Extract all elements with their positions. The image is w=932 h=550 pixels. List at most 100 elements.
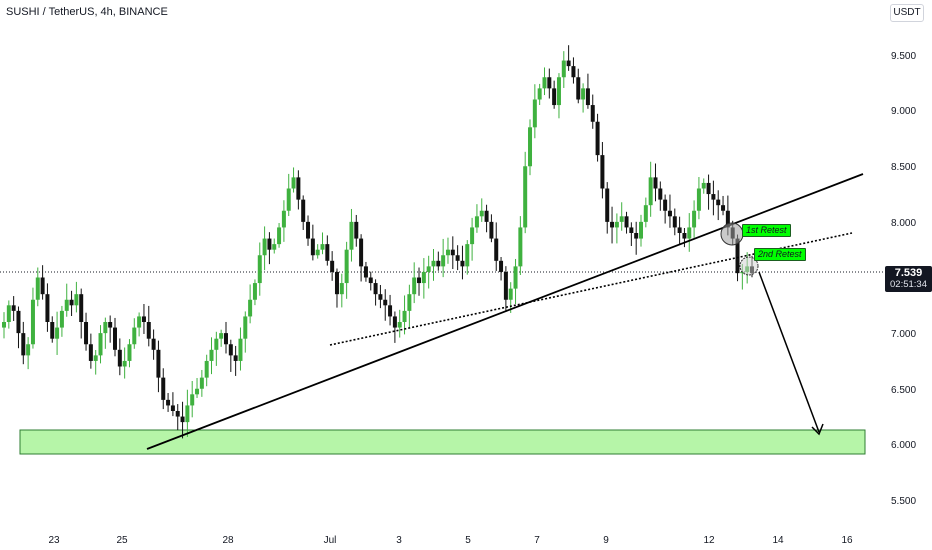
price-axis[interactable]: 9.500 9.000 8.500 8.000 7.000 6.500 6.00…	[891, 51, 916, 507]
candle-up	[513, 266, 518, 289]
candle-down	[296, 177, 301, 200]
candle-down	[503, 271, 508, 300]
candle-up	[537, 88, 542, 100]
candle-up	[64, 299, 69, 311]
candle-down	[373, 283, 378, 295]
candle-down	[417, 277, 422, 284]
candle-up	[532, 99, 537, 128]
candle-up	[441, 255, 446, 267]
candle-up	[262, 238, 267, 256]
currency-label[interactable]: USDT	[890, 4, 924, 22]
candle-down	[455, 255, 460, 261]
candle-up	[556, 77, 561, 106]
support-zone	[19, 429, 866, 455]
candle-up	[412, 277, 417, 295]
candle-up	[219, 333, 224, 339]
candle-up	[474, 216, 479, 228]
candle-up	[701, 182, 706, 189]
candle-down	[595, 121, 600, 156]
candle-up	[614, 221, 619, 228]
candle-down	[725, 210, 730, 228]
rising-trendline[interactable]	[146, 173, 864, 450]
candle-up	[6, 305, 11, 322]
symbol-title[interactable]: SUSHI / TetherUS, 4h, BINANCE	[6, 6, 168, 18]
candle-up	[93, 355, 98, 361]
candle-down	[151, 338, 156, 350]
candle-down	[267, 238, 272, 250]
candle-down	[605, 188, 610, 222]
candle-down	[166, 399, 171, 406]
candle-down	[667, 210, 672, 217]
candle-down	[84, 322, 89, 345]
candle-up	[561, 60, 566, 78]
candle-up	[277, 227, 282, 245]
y-tick-label: 7.000	[891, 329, 916, 340]
candle-down	[330, 260, 335, 272]
candle-down	[45, 294, 50, 322]
x-tick-label: 5	[465, 535, 471, 546]
candle-up	[692, 210, 697, 228]
candle-up	[648, 177, 653, 206]
candle-down	[499, 260, 504, 272]
candle-down	[392, 316, 397, 328]
x-tick-label: 12	[703, 535, 715, 546]
candle-down	[363, 266, 368, 278]
candle-up	[26, 344, 31, 356]
candle-up	[137, 316, 142, 328]
candle-down	[706, 182, 711, 195]
time-axis[interactable]: 23 25 28 Jul 3 5 7 9 12 14 16	[48, 535, 853, 546]
candle-down	[180, 416, 185, 423]
candle-down	[378, 294, 383, 300]
candle-up	[286, 188, 291, 211]
candle-up	[542, 77, 547, 89]
candle-up	[272, 244, 277, 250]
candle-up	[30, 299, 35, 345]
candle-down	[489, 221, 494, 239]
x-tick-label: 3	[396, 535, 402, 546]
candle-down	[547, 77, 552, 89]
candle-down	[634, 233, 639, 239]
candle-down	[156, 349, 161, 378]
candle-down	[306, 221, 311, 239]
candle-up	[528, 127, 533, 167]
candle-down	[629, 227, 634, 233]
candle-up	[243, 316, 248, 339]
candle-down	[325, 244, 330, 261]
candle-down	[79, 294, 84, 322]
second-retest-marker	[739, 256, 759, 276]
y-tick-label: 8.500	[891, 162, 916, 173]
x-tick-label: 9	[603, 535, 609, 546]
candle-up	[199, 377, 204, 389]
projection-arrowhead	[811, 423, 824, 436]
candle-down	[310, 238, 315, 256]
candle-up	[426, 266, 431, 272]
candle-down	[50, 322, 55, 339]
candle-up	[55, 327, 60, 339]
candle-down	[682, 233, 687, 239]
candle-down	[624, 216, 629, 228]
candle-up	[431, 260, 436, 267]
candle-up	[59, 310, 64, 328]
candle-up	[421, 271, 426, 284]
current-price-tag: 7.539 02:51:34	[885, 266, 932, 292]
candle-up	[523, 166, 528, 228]
candle-down	[368, 277, 373, 284]
current-price-value: 7.539	[894, 267, 923, 279]
candle-down	[663, 199, 668, 211]
candle-down	[383, 299, 388, 306]
candle-down	[600, 155, 605, 189]
candle-down	[175, 411, 180, 417]
candle-up	[349, 221, 354, 250]
candle-up	[209, 349, 214, 361]
candle-down	[571, 66, 576, 78]
candle-down	[576, 77, 581, 100]
second-retest-label: 2nd Retest	[754, 248, 806, 261]
candle-down	[590, 105, 595, 122]
candle-up	[103, 322, 108, 334]
candle-up	[315, 249, 320, 256]
candle-up	[696, 188, 701, 211]
candle-up	[291, 177, 296, 189]
x-tick-label: 14	[772, 535, 784, 546]
x-tick-label: 7	[534, 535, 540, 546]
